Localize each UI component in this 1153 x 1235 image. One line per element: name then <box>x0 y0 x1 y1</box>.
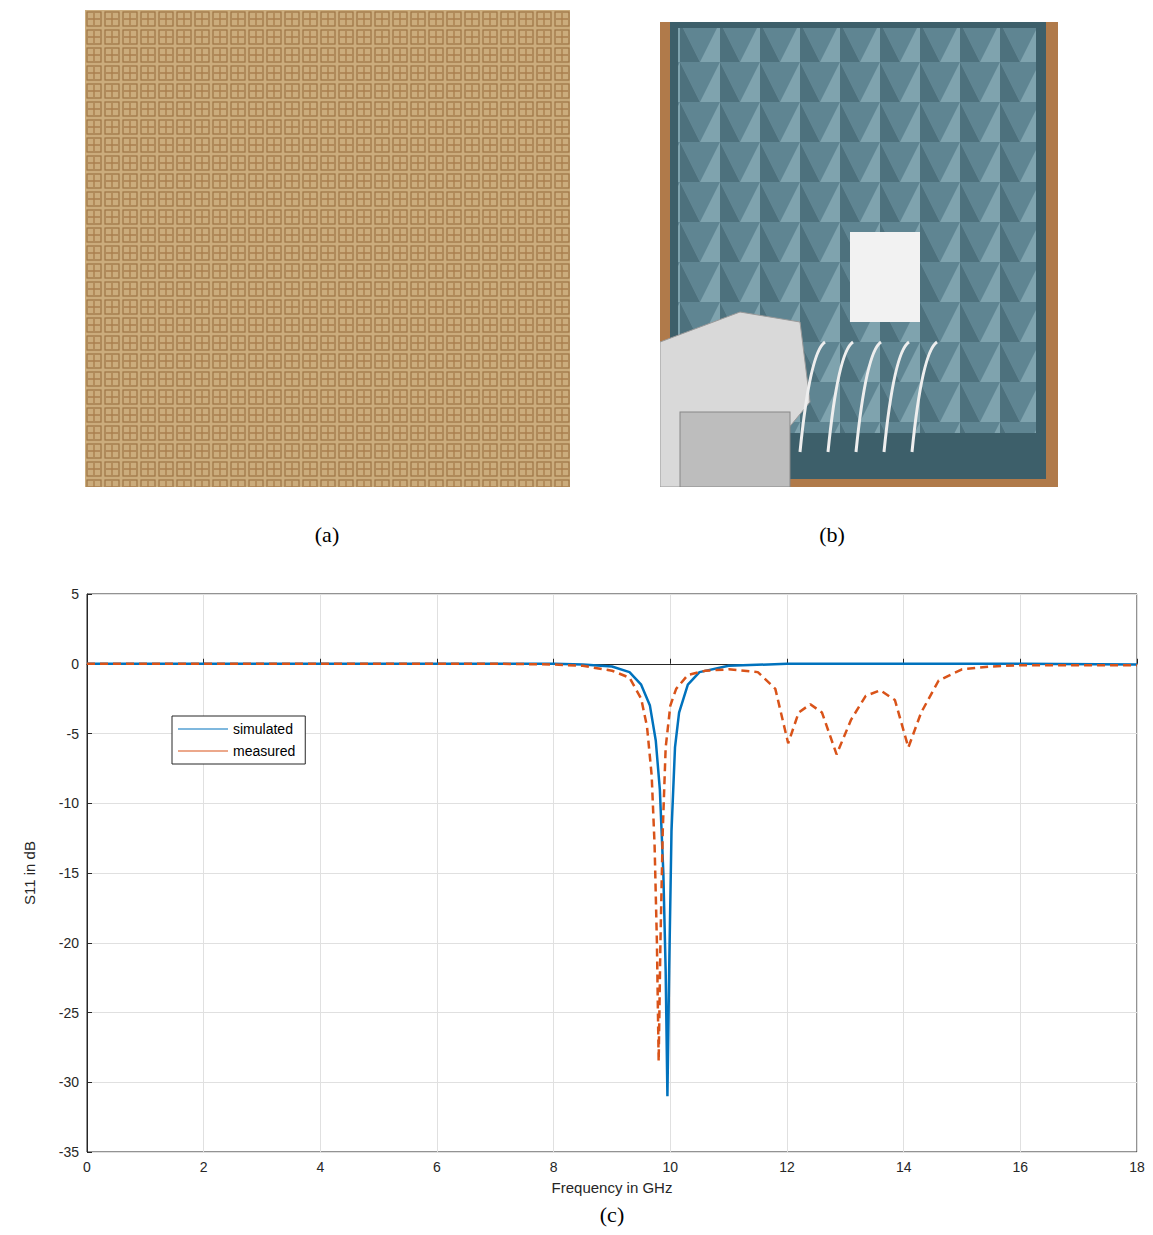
svg-text:-30: -30 <box>59 1074 79 1090</box>
svg-text:0: 0 <box>71 656 79 672</box>
svg-text:16: 16 <box>1013 1159 1029 1175</box>
svg-text:S11 in dB: S11 in dB <box>21 841 38 905</box>
svg-text:-25: -25 <box>59 1005 79 1021</box>
svg-text:-15: -15 <box>59 865 79 881</box>
html-text:(a): (a) <box>314 522 340 547</box>
svg-text:simulated: simulated <box>233 721 293 737</box>
svg-text:-10: -10 <box>59 795 79 811</box>
html-text:(b): (b) <box>819 522 845 547</box>
svg-text:-5: -5 <box>67 726 80 742</box>
svg-text:18: 18 <box>1129 1159 1145 1175</box>
html-text:(c): (c) <box>599 1202 625 1227</box>
svg-text:measured: measured <box>233 743 295 759</box>
svg-text:14: 14 <box>896 1159 912 1175</box>
svg-text:Frequency in GHz: Frequency in GHz <box>552 1179 673 1196</box>
svg-text:2: 2 <box>200 1159 208 1175</box>
svg-text:5: 5 <box>71 586 79 602</box>
svg-text:8: 8 <box>550 1159 558 1175</box>
svg-text:-20: -20 <box>59 935 79 951</box>
svg-text:4: 4 <box>316 1159 324 1175</box>
svg-text:-35: -35 <box>59 1144 79 1160</box>
svg-text:10: 10 <box>663 1159 679 1175</box>
svg-text:6: 6 <box>433 1159 441 1175</box>
svg-text:0: 0 <box>83 1159 91 1175</box>
svg-text:12: 12 <box>779 1159 795 1175</box>
